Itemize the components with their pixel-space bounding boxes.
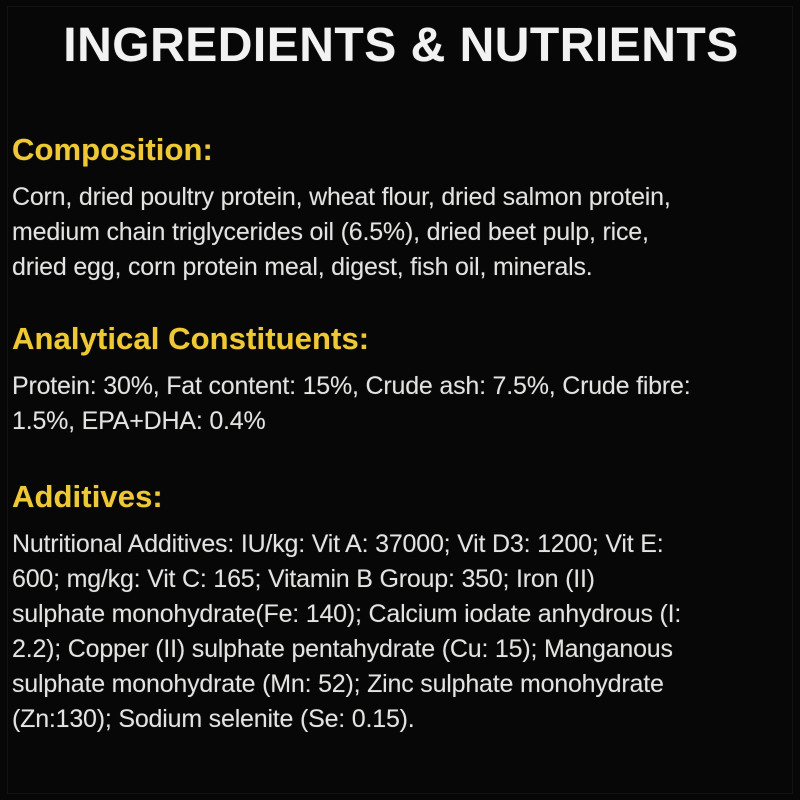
analytical-line: 1.5%, EPA+DHA: 0.4%	[12, 407, 266, 435]
additives-line: Nutritional Additives: IU/kg: Vit A: 370…	[12, 530, 664, 558]
composition-heading: Composition:	[12, 132, 213, 167]
composition-line: Corn, dried poultry protein, wheat flour…	[12, 183, 671, 211]
additives-line: 600; mg/kg: Vit C: 165; Vitamin B Group:…	[12, 565, 595, 593]
composition-line: dried egg, corn protein meal, digest, fi…	[12, 253, 593, 281]
section-additives: Additives: Nutritional Additives: IU/kg:…	[12, 479, 790, 737]
analytical-line: Protein: 30%, Fat content: 15%, Crude as…	[12, 372, 691, 400]
page-title: INGREDIENTS & NUTRIENTS	[63, 19, 739, 72]
additives-body: Nutritional Additives: IU/kg: Vit A: 370…	[12, 527, 790, 737]
section-analytical-constituents: Analytical Constituents: Protein: 30%, F…	[12, 321, 790, 439]
additives-line: sulphate monohydrate (Mn: 52); Zinc sulp…	[12, 670, 664, 698]
additives-line: (Zn:130); Sodium selenite (Se: 0.15).	[12, 705, 415, 733]
additives-line: sulphate monohydrate(Fe: 140); Calcium i…	[12, 600, 682, 628]
section-composition: Composition: Corn, dried poultry protein…	[12, 132, 790, 285]
composition-body: Corn, dried poultry protein, wheat flour…	[12, 180, 790, 285]
composition-line: medium chain triglycerides oil (6.5%), d…	[12, 218, 649, 246]
analytical-constituents-heading: Analytical Constituents:	[12, 321, 370, 356]
analytical-constituents-body: Protein: 30%, Fat content: 15%, Crude as…	[12, 369, 790, 439]
additives-heading: Additives:	[12, 479, 163, 514]
additives-line: 2.2); Copper (II) sulphate pentahydrate …	[12, 635, 673, 663]
